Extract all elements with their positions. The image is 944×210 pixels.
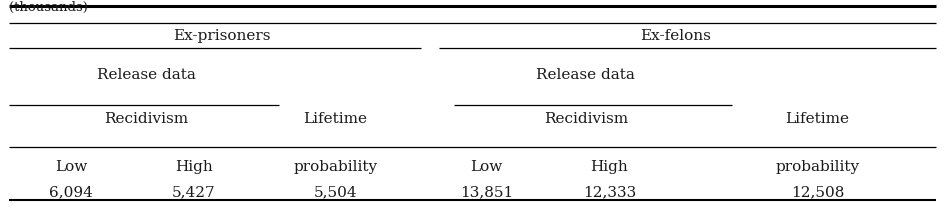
Text: Recidivism: Recidivism (543, 112, 628, 126)
Text: 12,508: 12,508 (790, 185, 843, 199)
Text: 6,094: 6,094 (49, 185, 93, 199)
Text: (thousands): (thousands) (9, 1, 88, 14)
Text: probability: probability (774, 160, 859, 174)
Text: High: High (175, 160, 212, 174)
Text: probability: probability (293, 160, 378, 174)
Text: Low: Low (55, 160, 87, 174)
Text: Recidivism: Recidivism (104, 112, 189, 126)
Text: Lifetime: Lifetime (784, 112, 849, 126)
Text: 5,504: 5,504 (313, 185, 357, 199)
Text: 5,427: 5,427 (172, 185, 215, 199)
Text: High: High (590, 160, 628, 174)
Text: Lifetime: Lifetime (303, 112, 367, 126)
Text: Release data: Release data (97, 68, 195, 81)
Text: Ex-felons: Ex-felons (639, 29, 710, 43)
Text: Low: Low (470, 160, 502, 174)
Text: 13,851: 13,851 (460, 185, 513, 199)
Text: Ex-prisoners: Ex-prisoners (173, 29, 271, 43)
Text: 12,333: 12,333 (582, 185, 635, 199)
Text: Release data: Release data (536, 68, 634, 81)
